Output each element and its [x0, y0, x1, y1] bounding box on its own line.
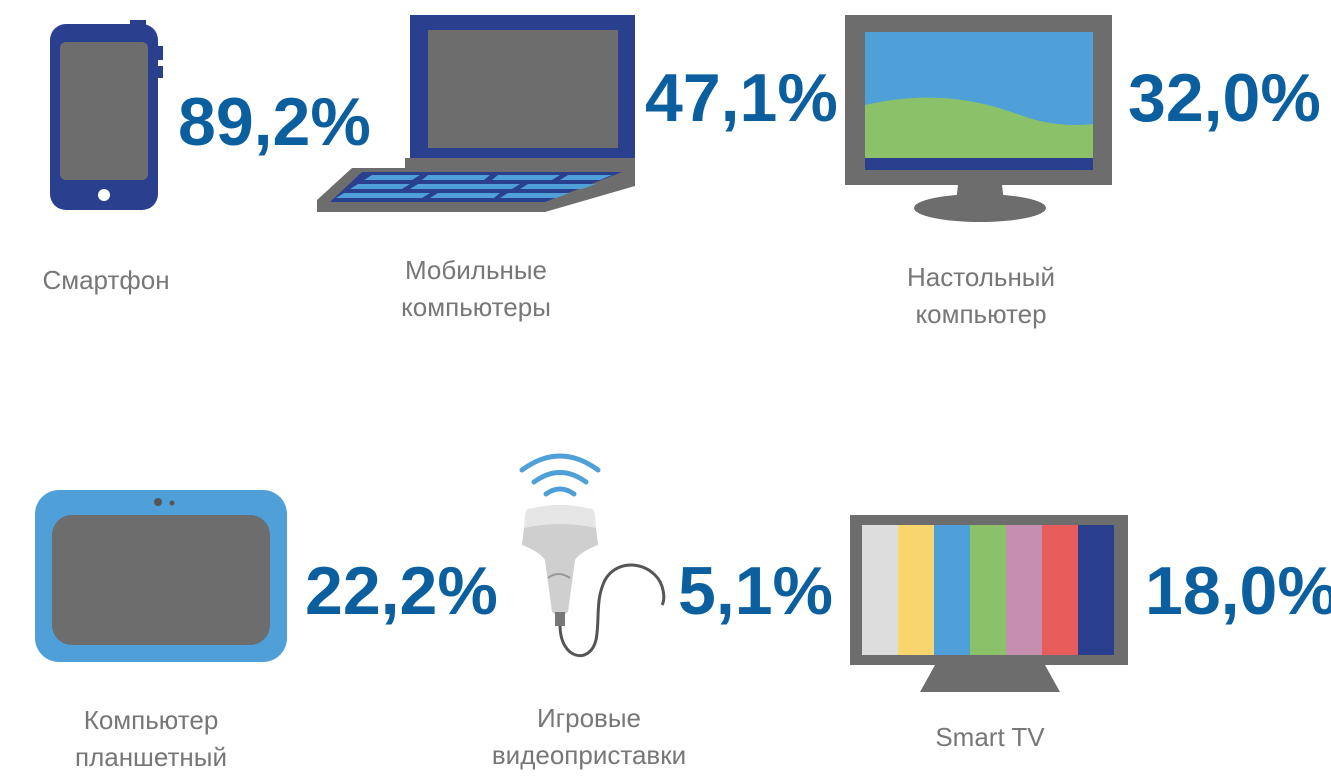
value: 18,0% [1145, 553, 1331, 629]
label-line: Смартфон [42, 265, 170, 295]
label: Игровые видеоприставки [439, 700, 739, 774]
tablet-icon [35, 490, 287, 662]
label-line: Настольный [906, 262, 1056, 292]
label-line: Игровые [536, 703, 642, 733]
value: 32,0% [1128, 60, 1321, 136]
label: Настольный компьютер [831, 259, 1131, 333]
value: 5,1% [678, 553, 833, 629]
label-line: Smart TV [935, 722, 1045, 752]
smartphone-icon [50, 20, 163, 210]
value: 89,2% [178, 84, 371, 160]
label-line: планшетный [74, 742, 227, 772]
value: 22,2% [305, 553, 498, 629]
value: 47,1% [645, 60, 838, 136]
tv-icon [850, 515, 1128, 692]
laptop-icon [317, 15, 635, 212]
label-line: видеоприставки [491, 740, 687, 770]
label: Мобильные компьютеры [326, 252, 626, 326]
label: Smart TV [840, 719, 1140, 756]
label-line: Мобильные [404, 255, 548, 285]
label-line: компьютеры [401, 292, 551, 322]
label-line: компьютер [915, 299, 1047, 329]
label: Компьютер планшетный [1, 702, 301, 776]
label: Смартфон [0, 262, 256, 299]
console-icon [519, 453, 601, 497]
console-body [522, 505, 666, 658]
label-line: Компьютер [83, 705, 219, 735]
monitor-icon [845, 15, 1112, 222]
